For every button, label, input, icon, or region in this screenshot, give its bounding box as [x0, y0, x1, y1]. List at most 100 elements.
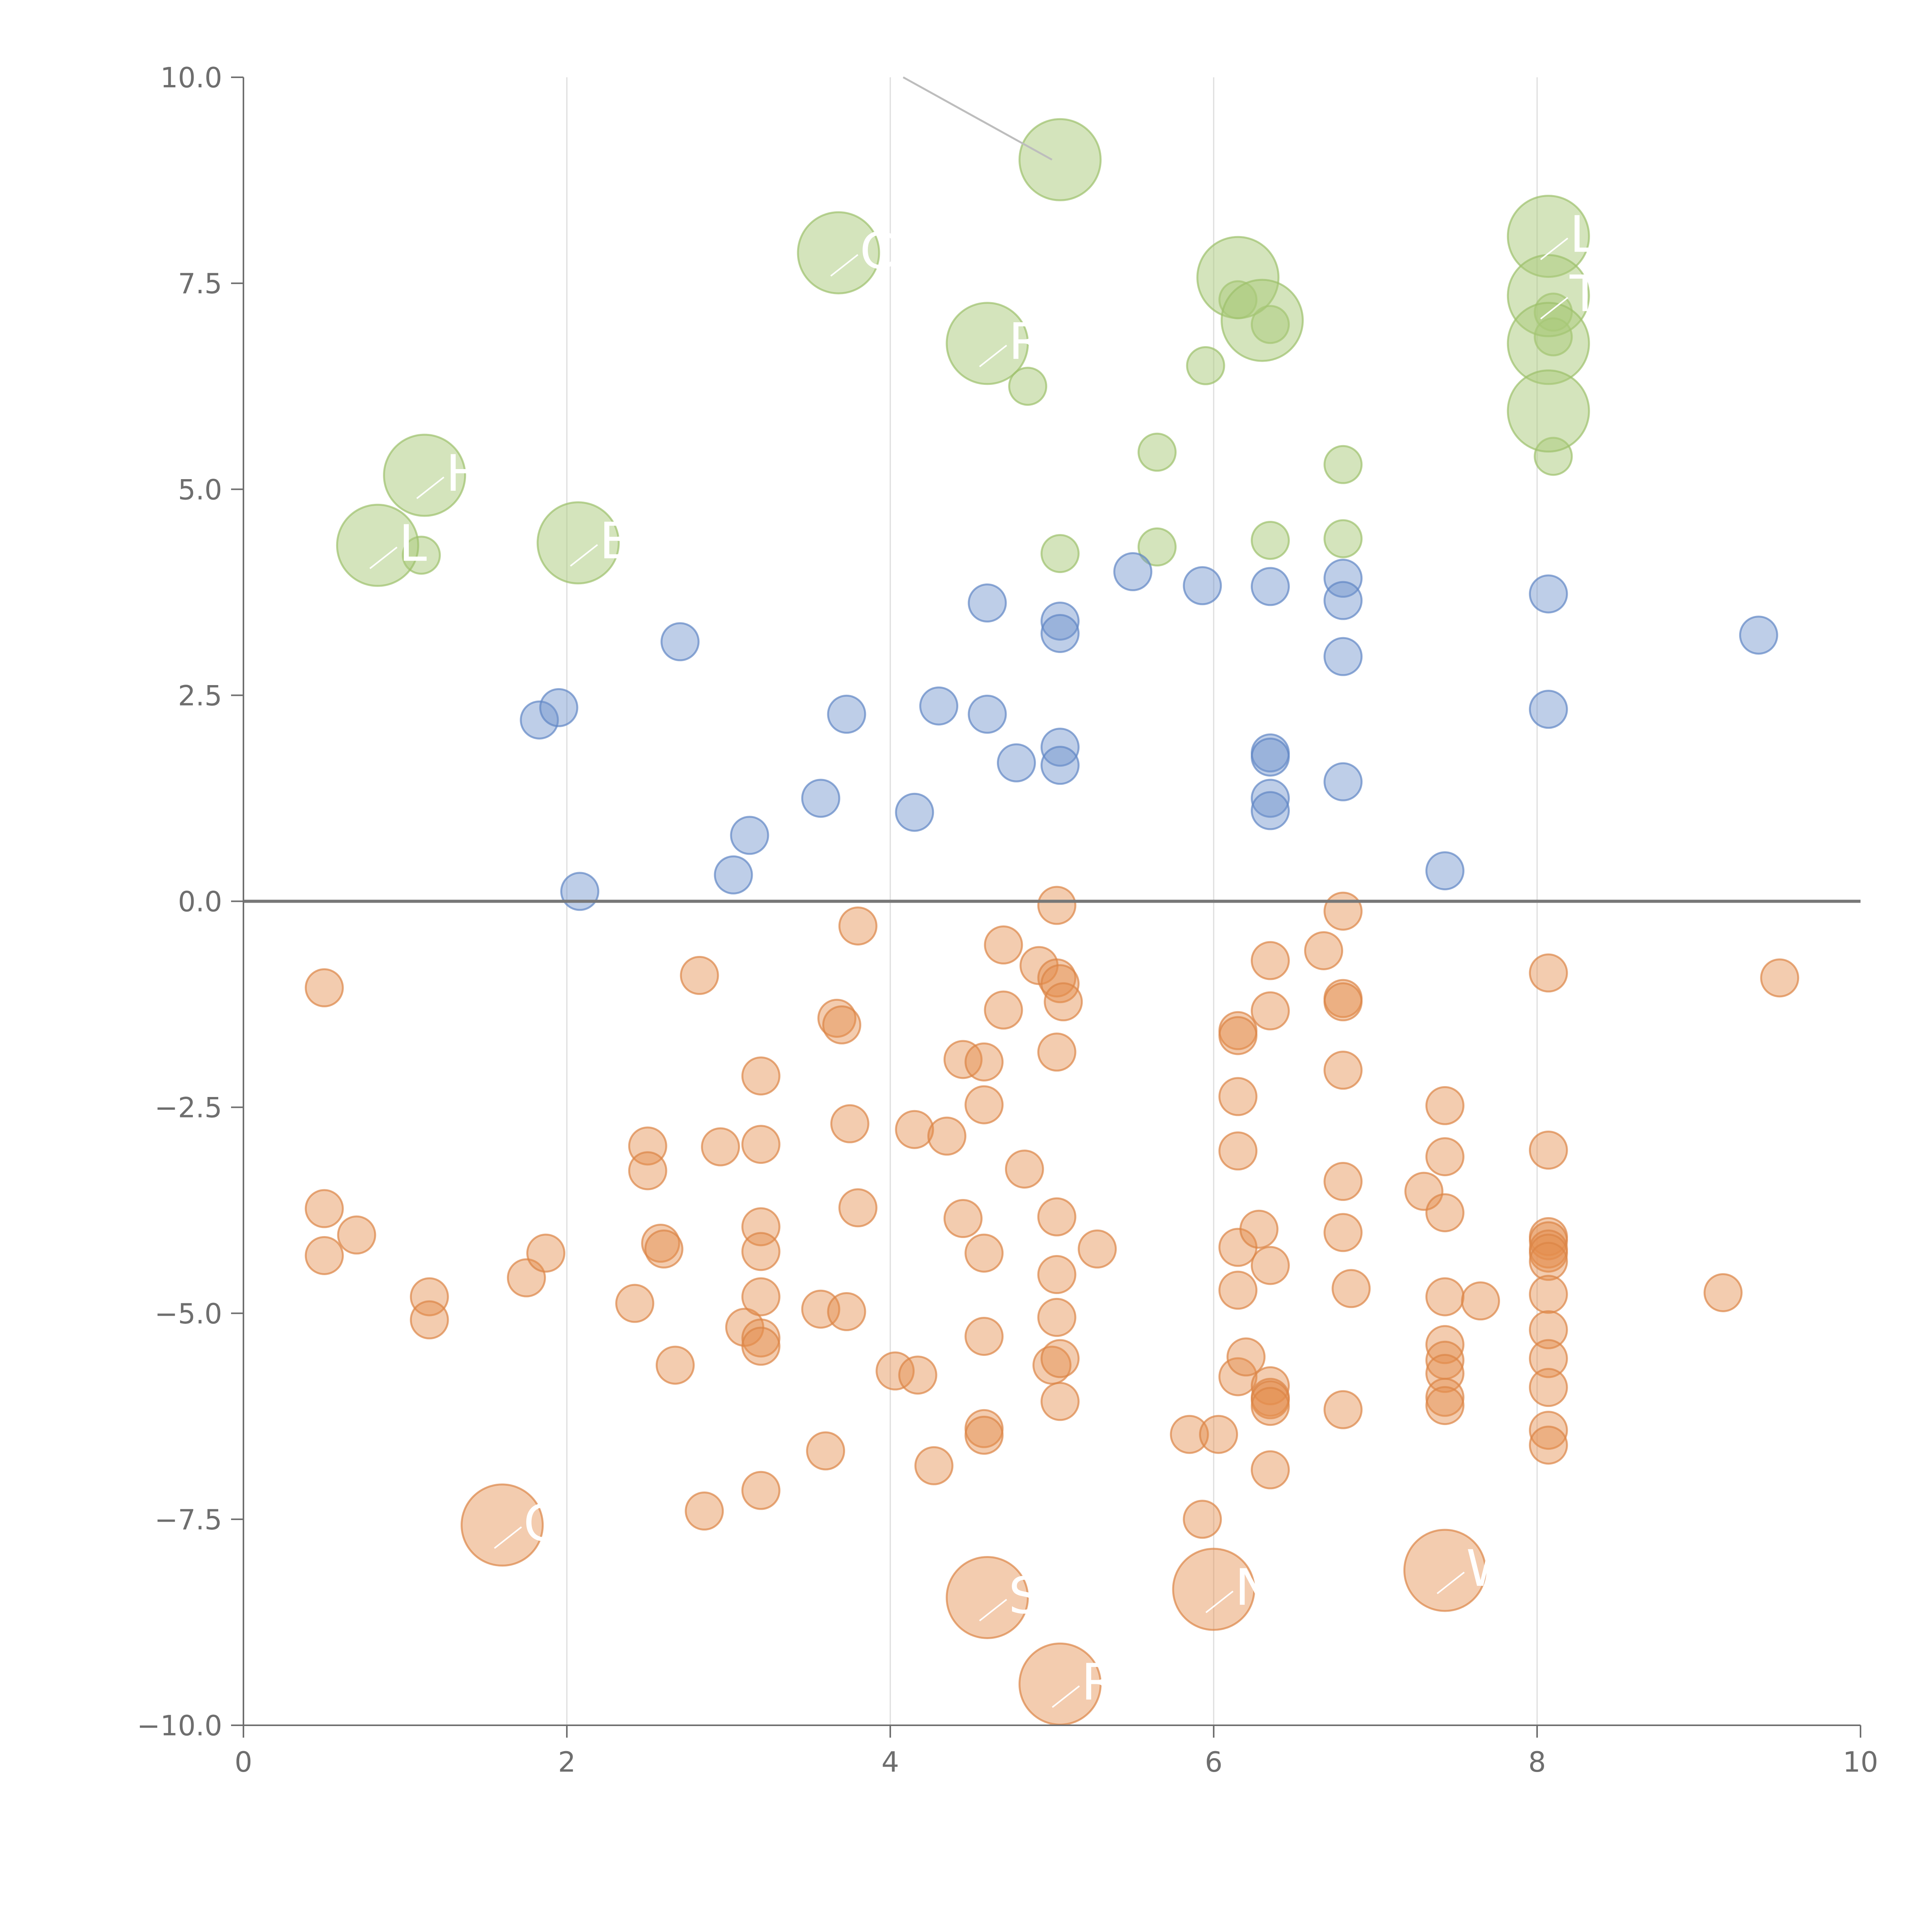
negative-point: [1425, 1325, 1464, 1364]
data-label: H: [446, 444, 484, 503]
data-label: R: [1009, 312, 1043, 371]
negative-point: [741, 1318, 781, 1358]
negative-point: [1404, 1172, 1444, 1211]
x-tick-label: 6: [1205, 1746, 1223, 1778]
negative-point: [964, 1415, 1004, 1455]
negative-point: [1529, 1221, 1568, 1260]
negative-point: [1218, 1077, 1258, 1116]
y-tick-label: −2.5: [155, 1092, 222, 1124]
data-points: [304, 118, 1799, 1726]
negative-point: [964, 1085, 1004, 1124]
negative-point: [1529, 1310, 1568, 1349]
negative-point: [984, 990, 1023, 1030]
positive-point: [801, 779, 840, 818]
x-tick-label: 10: [1843, 1746, 1878, 1778]
negative-point: [655, 1345, 695, 1385]
y-tick-label: −10.0: [137, 1709, 222, 1742]
negative-point: [1037, 958, 1077, 998]
data-label: C: [860, 221, 895, 280]
positive-point: [730, 816, 769, 855]
negative-point: [1529, 1242, 1568, 1281]
data-label: R: [1081, 1653, 1116, 1711]
positive-point: [1113, 552, 1153, 591]
negative-point: [1529, 1425, 1568, 1465]
label-leader-line: [1540, 297, 1568, 320]
negative-point: [641, 1223, 680, 1263]
negative-point: [304, 1189, 344, 1228]
negative-point: [964, 1316, 1004, 1356]
negative-point: [1078, 1229, 1117, 1269]
negative-labelled-point: [1403, 1529, 1486, 1612]
label-leader-line: [416, 476, 444, 499]
negative-point: [1005, 1150, 1044, 1189]
negative-point: [304, 1236, 344, 1275]
high-point: [1323, 519, 1363, 558]
y-tick-label: 10.0: [160, 61, 222, 94]
axes: 10.0 7.5 5.0 2.5 0.0 −2.5 −5.0 −7.5 −10.0 0 2 4 6 8 10: [137, 61, 1878, 1778]
negative-point: [1218, 1270, 1258, 1310]
negative-point: [964, 1042, 1004, 1082]
positive-point: [1323, 581, 1363, 620]
label-leader-line: [369, 546, 398, 569]
negative-point: [741, 1327, 781, 1366]
label-leader-line: [979, 1599, 1007, 1622]
positive-point: [520, 700, 559, 740]
negative-point: [943, 1040, 983, 1079]
negative-point: [914, 1446, 954, 1485]
x-tick-label: 0: [235, 1746, 252, 1778]
negative-point: [838, 1188, 878, 1228]
negative-point: [1323, 1213, 1363, 1252]
negative-point: [1250, 1387, 1290, 1426]
negative-point: [1529, 1233, 1568, 1273]
negative-point: [1425, 1086, 1464, 1125]
negative-point: [1323, 891, 1363, 931]
positive-point: [660, 622, 700, 662]
positive-point: [1250, 779, 1290, 818]
positive-point: [1040, 601, 1080, 641]
negative-point: [806, 1431, 845, 1471]
label-leader-line: [494, 1526, 522, 1549]
negative-point: [1044, 982, 1083, 1022]
high-point: [1008, 367, 1048, 406]
negative-point: [830, 1104, 869, 1143]
positive-point: [714, 855, 753, 895]
negative-point: [1040, 1339, 1080, 1378]
data-label: L: [399, 514, 427, 573]
negative-point: [1037, 1032, 1077, 1072]
high-labelled-point: [797, 211, 880, 294]
negative-point: [1037, 1197, 1077, 1236]
negative-point: [827, 1292, 866, 1331]
high-labelled-point: [383, 434, 466, 517]
negative-point: [1461, 1281, 1500, 1321]
negative-point: [943, 1199, 983, 1238]
high-point: [1250, 520, 1290, 560]
label-leader-line: [1052, 1685, 1080, 1708]
negative-point: [1218, 1357, 1258, 1396]
negative-point: [927, 1116, 966, 1156]
positive-point: [1425, 851, 1464, 891]
negative-point: [817, 998, 857, 1038]
negative-point: [526, 1233, 566, 1273]
negative-point: [1529, 1368, 1568, 1407]
negative-point: [1760, 958, 1799, 998]
negative-point: [1323, 1051, 1363, 1090]
positive-point: [1323, 559, 1363, 598]
negative-point: [741, 1232, 781, 1271]
negative-labelled-point: [946, 1556, 1029, 1639]
negative-point: [1250, 1450, 1290, 1490]
negative-labelled-point: [461, 1483, 544, 1567]
label-leader-line: [979, 345, 1007, 367]
negative-point: [644, 1229, 684, 1269]
negative-point: [1425, 1193, 1464, 1233]
negative-point: [1323, 1162, 1363, 1201]
negative-point: [741, 1277, 781, 1316]
positive-point: [1183, 566, 1222, 605]
negative-point: [1226, 1337, 1266, 1377]
callout-leader-line: [903, 76, 1053, 161]
label-leader-line: [570, 544, 598, 567]
positive-point: [919, 686, 959, 726]
positive-point: [539, 688, 578, 727]
negative-point: [1239, 1209, 1279, 1249]
negative-point: [337, 1215, 376, 1255]
